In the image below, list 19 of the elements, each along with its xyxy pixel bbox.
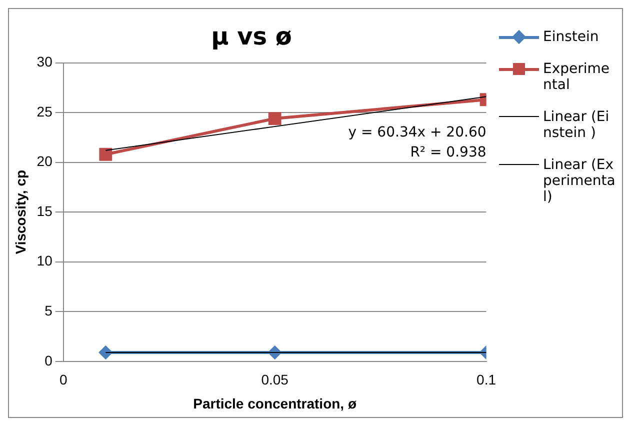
y-tick-label: 5: [44, 302, 53, 318]
x-axis-title: Particle concentration, ø: [193, 395, 357, 412]
legend-label: Einstein: [543, 29, 599, 45]
y-tick-label: 20: [36, 153, 53, 170]
y-tick-label: 0: [44, 352, 53, 368]
annotation: y = 60.34x + 20.60: [348, 124, 486, 141]
x-tick-label: 0.05: [261, 372, 289, 388]
y-tick-label: 25: [36, 103, 53, 120]
y-tick-label: 10: [36, 252, 53, 269]
y-tick-label: 30: [36, 54, 53, 70]
legend-label: Experimental: [543, 61, 611, 93]
annotation: R² = 0.938: [410, 144, 486, 161]
chart-title: μ vs ø: [211, 22, 292, 51]
x-tick-label: 0: [59, 372, 68, 388]
y-tick-label: 15: [36, 202, 53, 219]
legend-label: Linear (Einstein ): [543, 109, 610, 141]
x-tick-label: 0.1: [476, 372, 496, 388]
y-axis-title: Viscosity, cp: [12, 170, 28, 254]
legend-label: Linear (Experimental): [543, 157, 616, 205]
